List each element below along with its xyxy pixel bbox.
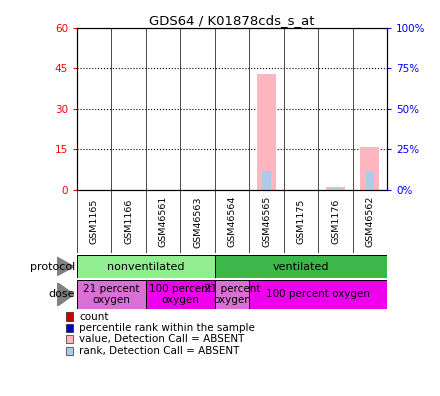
Text: percentile rank within the sample: percentile rank within the sample <box>79 323 255 333</box>
Bar <box>77 255 215 278</box>
Text: 21 percent
oxygen: 21 percent oxygen <box>204 284 260 305</box>
Text: nonventilated: nonventilated <box>107 261 185 272</box>
Text: 100 percent oxygen: 100 percent oxygen <box>266 289 370 299</box>
Text: 21 percent
oxygen: 21 percent oxygen <box>83 284 140 305</box>
Title: GDS64 / K01878cds_s_at: GDS64 / K01878cds_s_at <box>149 13 315 27</box>
Bar <box>66 346 73 355</box>
Text: GSM1165: GSM1165 <box>90 199 99 244</box>
Bar <box>249 280 387 309</box>
Polygon shape <box>57 257 74 276</box>
Text: rank, Detection Call = ABSENT: rank, Detection Call = ABSENT <box>79 346 240 356</box>
Text: GSM1175: GSM1175 <box>297 199 305 244</box>
Text: value, Detection Call = ABSENT: value, Detection Call = ABSENT <box>79 334 245 345</box>
Bar <box>77 280 146 309</box>
Text: GSM46562: GSM46562 <box>366 196 374 248</box>
Text: 100 percent
oxygen: 100 percent oxygen <box>149 284 212 305</box>
Bar <box>257 74 276 190</box>
Bar <box>215 280 249 309</box>
Text: dose: dose <box>48 289 75 299</box>
Text: GSM46564: GSM46564 <box>227 196 237 248</box>
Bar <box>146 280 215 309</box>
Bar <box>215 255 387 278</box>
Text: GSM46561: GSM46561 <box>159 196 168 248</box>
Bar <box>360 147 379 190</box>
Bar <box>262 171 271 190</box>
Bar <box>66 335 73 343</box>
Text: protocol: protocol <box>29 261 75 272</box>
Bar <box>326 187 345 190</box>
Text: GSM46565: GSM46565 <box>262 196 271 248</box>
Text: count: count <box>79 312 109 322</box>
Text: GSM46563: GSM46563 <box>193 196 202 248</box>
Text: GSM1166: GSM1166 <box>124 199 133 244</box>
Text: GSM1176: GSM1176 <box>331 199 340 244</box>
Text: ventilated: ventilated <box>273 261 329 272</box>
Bar <box>366 171 374 190</box>
Polygon shape <box>57 283 74 307</box>
Bar <box>66 312 73 321</box>
Bar <box>331 188 340 190</box>
Bar <box>66 324 73 332</box>
